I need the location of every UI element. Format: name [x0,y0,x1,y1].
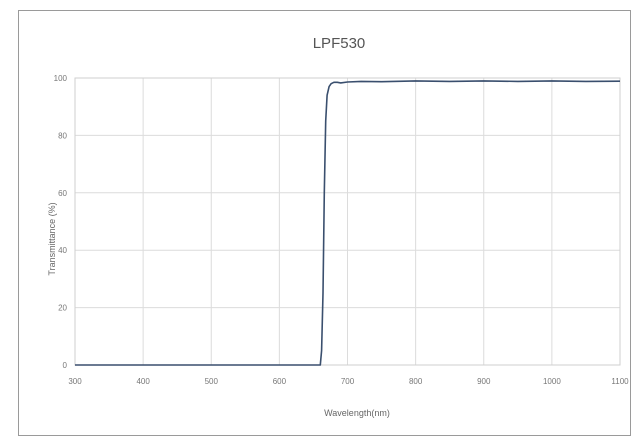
x-tick-label: 900 [477,377,491,386]
x-tick-label: 400 [136,377,150,386]
x-tick-label: 300 [68,377,82,386]
grid-lines [74,77,621,366]
series-layer [75,80,621,366]
y-tick-label: 100 [54,74,68,83]
y-tick-label: 60 [58,189,67,198]
y-tick-label: 0 [63,361,68,370]
x-axis-label: Wavelength(nm) [324,408,390,418]
x-tick-label: 500 [205,377,219,386]
plot-area-border [74,77,621,366]
y-axis-label: Transmittance (%) [47,202,57,275]
y-tick-label: 20 [58,304,67,313]
y-tick-label: 40 [58,246,67,255]
x-tick-label: 1100 [611,377,629,386]
x-tick-label: 600 [273,377,287,386]
x-tick-label: 800 [409,377,423,386]
chart-frame: LPF530 300 400 500 600 700 800 900 1000 1100 0 20 4… [18,10,631,436]
x-tick-label: 700 [341,377,355,386]
x-tick-label: 1000 [543,377,561,386]
tick-labels: 300 400 500 600 700 800 900 1000 1100 0 20 40 60 80 10… [54,74,630,386]
chart-title: LPF530 [313,35,366,52]
chart-canvas: LPF530 300 400 500 600 700 800 900 1000 1100 0 20 4… [47,35,630,418]
transmittance-line [75,80,621,366]
y-tick-label: 80 [58,131,67,140]
